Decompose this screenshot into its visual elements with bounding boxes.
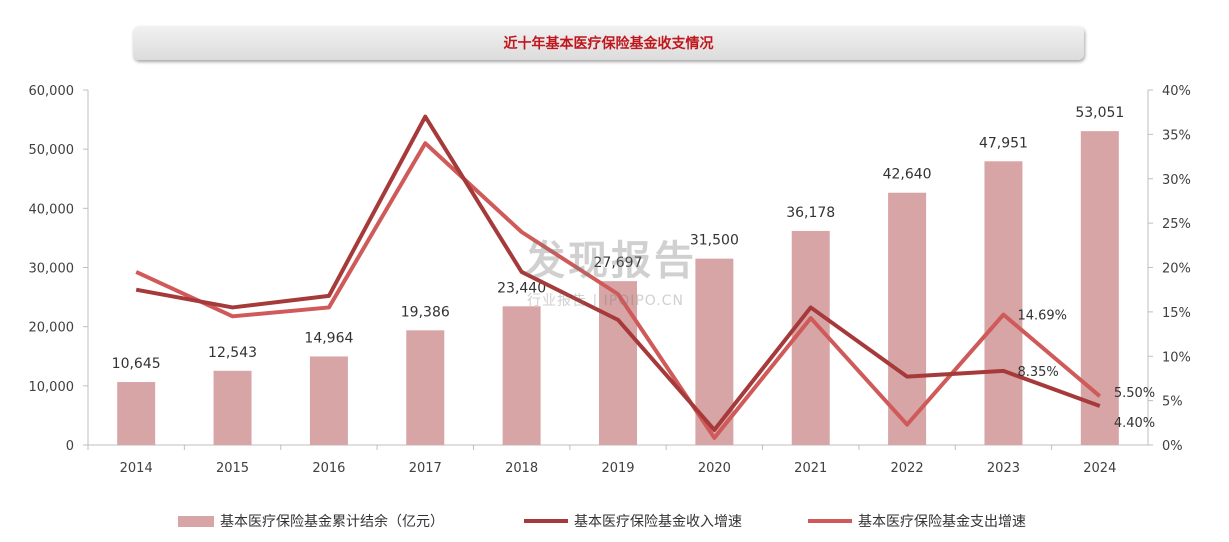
- bar-value-label: 27,697: [594, 255, 643, 271]
- legend-swatch-balance: [178, 515, 214, 527]
- legend-label-balance: 基本医疗保险基金累计结余（亿元）: [220, 514, 444, 530]
- y-right-tick-label: 10%: [1162, 350, 1191, 365]
- bar-value-label: 12,543: [208, 345, 257, 361]
- line-value-label: 8.35%: [1017, 365, 1058, 380]
- bar-value-label: 23,440: [497, 280, 546, 296]
- x-tick-label: 2017: [409, 461, 442, 476]
- bar: [791, 230, 830, 445]
- watermark-sub: 行业报告 | IPOIPO.CN: [527, 293, 684, 309]
- bar-value-label: 47,951: [979, 135, 1028, 151]
- y-left-tick-label: 50,000: [29, 143, 75, 158]
- legend-item-income: 基本医疗保险基金收入增速: [524, 511, 742, 531]
- legend-item-balance: 基本医疗保险基金累计结余（亿元）: [178, 511, 444, 531]
- watermark: 发现报告: [525, 238, 697, 284]
- y-right-tick-label: 40%: [1162, 84, 1191, 99]
- y-right-tick-label: 0%: [1162, 439, 1183, 454]
- x-tick-label: 2024: [1083, 461, 1116, 476]
- chart-canvas: 0 10,000 20,000 30,000 40,000 50,000 60,000 0% 5…: [29, 84, 1191, 476]
- legend-item-expense: 基本医疗保险基金支出增速: [808, 511, 1026, 531]
- y-left-tick-label: 20,000: [29, 321, 75, 336]
- chart-title: 近十年基本医疗保险基金收支情况: [503, 36, 714, 52]
- bar: [888, 192, 927, 445]
- y-left-tick-label: 60,000: [29, 84, 75, 99]
- bar-value-label: 31,500: [690, 233, 739, 249]
- line-value-label: 5.50%: [1114, 386, 1155, 401]
- y-left-tick-label: 10,000: [29, 380, 75, 395]
- x-tick-label: 2020: [698, 461, 731, 476]
- x-tick-label: 2019: [601, 461, 634, 476]
- legend-label-income: 基本医疗保险基金收入增速: [574, 514, 742, 530]
- bar: [406, 330, 445, 445]
- y-right-tick-label: 15%: [1162, 306, 1191, 321]
- bar: [502, 306, 541, 445]
- legend-label-expense: 基本医疗保险基金支出增速: [858, 514, 1026, 530]
- chart-title-bar: 近十年基本医疗保险基金收支情况: [133, 26, 1084, 60]
- y-right-tick-label: 30%: [1162, 173, 1191, 188]
- bar-value-label: 42,640: [883, 167, 932, 183]
- x-tick-label: 2023: [987, 461, 1020, 476]
- y-left-tick-label: 30,000: [29, 262, 75, 277]
- bar: [599, 281, 637, 445]
- bar: [213, 370, 252, 445]
- x-tick-label: 2015: [216, 461, 249, 476]
- y-right-tick-label: 20%: [1162, 262, 1191, 277]
- x-tick-label: 2018: [505, 461, 538, 476]
- legend-swatch-expense: [808, 519, 852, 523]
- x-tick-label: 2016: [312, 461, 345, 476]
- line-value-label: 14.69%: [1017, 309, 1067, 324]
- bar: [1080, 131, 1119, 445]
- bar-value-label: 53,051: [1075, 105, 1124, 121]
- line-value-label: 4.40%: [1114, 416, 1155, 431]
- legend: 基本医疗保险基金累计结余（亿元） 基本医疗保险基金收入增速 基本医疗保险基金支出…: [0, 505, 1229, 535]
- bar: [309, 356, 348, 445]
- y-left-tick-label: 0: [66, 439, 74, 454]
- legend-swatch-income: [524, 519, 568, 523]
- y-left-tick-label: 40,000: [29, 202, 75, 217]
- bar-value-label: 14,964: [304, 330, 353, 346]
- bar-value-label: 19,386: [401, 304, 450, 320]
- bar-value-label: 36,178: [786, 205, 835, 221]
- x-tick-label: 2021: [794, 461, 827, 476]
- bar-value-label: 10,645: [112, 356, 161, 372]
- x-tick-label: 2022: [891, 461, 924, 476]
- y-right-tick-label: 25%: [1162, 217, 1191, 232]
- bar: [117, 382, 156, 445]
- x-tick-label: 2014: [120, 461, 153, 476]
- y-right-tick-label: 35%: [1162, 128, 1191, 143]
- y-right-tick-label: 5%: [1162, 395, 1183, 410]
- bar: [984, 161, 1023, 445]
